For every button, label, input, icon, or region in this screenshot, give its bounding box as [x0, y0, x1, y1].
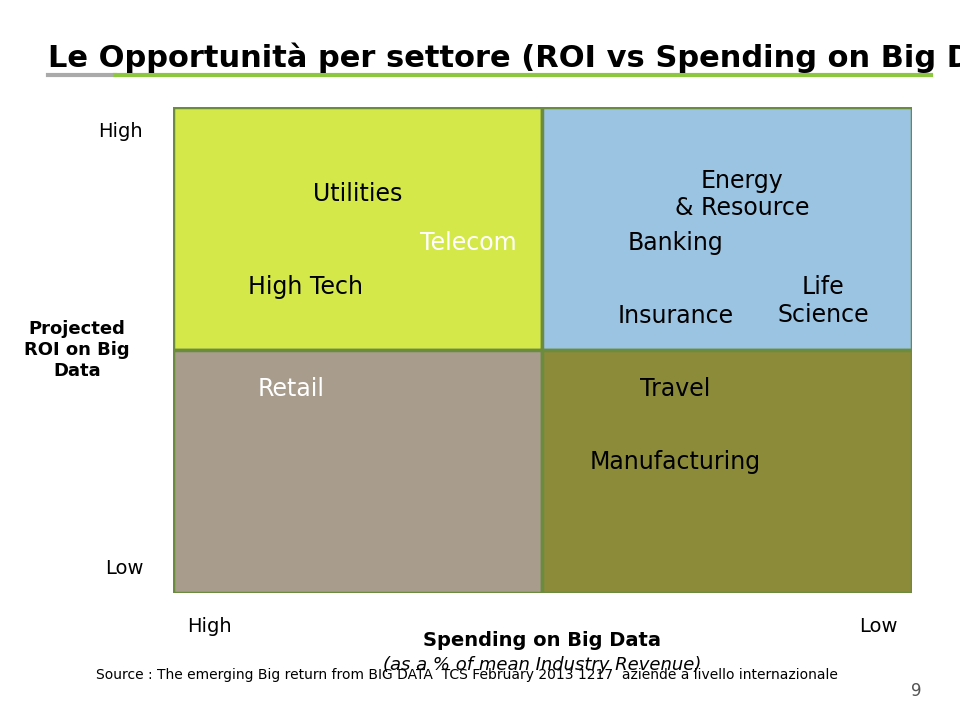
Bar: [173, 107, 542, 350]
Text: High: High: [99, 121, 143, 141]
Text: Le Opportunità per settore (ROI vs Spending on Big Data): Le Opportunità per settore (ROI vs Spend…: [48, 43, 960, 74]
Text: Manufacturing: Manufacturing: [589, 450, 761, 473]
Text: Source : The emerging Big return from BIG DATA  TCS February 2013 1217  aziende : Source : The emerging Big return from BI…: [96, 668, 838, 682]
Text: Telecom: Telecom: [420, 231, 516, 255]
Text: Projected
ROI on Big
Data: Projected ROI on Big Data: [24, 320, 130, 380]
Bar: [542, 350, 912, 593]
Text: Energy
& Resource: Energy & Resource: [675, 169, 809, 221]
Text: (as a % of mean Industry Revenue): (as a % of mean Industry Revenue): [383, 655, 702, 674]
Text: Low: Low: [858, 617, 898, 636]
Text: Banking: Banking: [628, 231, 723, 255]
Text: High: High: [187, 617, 232, 636]
Text: Life
Science: Life Science: [778, 276, 869, 327]
Text: Travel: Travel: [640, 377, 710, 401]
Bar: [542, 107, 912, 350]
Text: Spending on Big Data: Spending on Big Data: [423, 631, 661, 650]
Bar: [173, 350, 542, 593]
Text: 9: 9: [911, 682, 922, 700]
Text: Insurance: Insurance: [617, 304, 733, 328]
Text: Low: Low: [105, 559, 143, 578]
Text: High Tech: High Tech: [249, 275, 363, 298]
Text: Utilities: Utilities: [313, 183, 402, 206]
Text: Retail: Retail: [257, 377, 324, 401]
